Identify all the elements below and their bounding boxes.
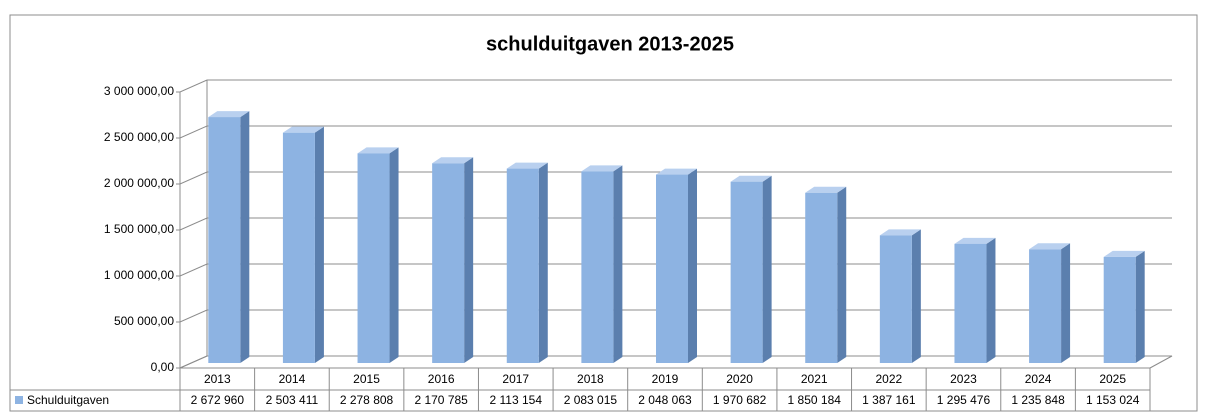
y-tick-label: 1 500 000,00 xyxy=(104,222,174,236)
x-tick-label: 2017 xyxy=(502,372,529,386)
table-value: 2 083 015 xyxy=(564,393,618,407)
x-tick-label: 2018 xyxy=(577,372,604,386)
table-value: 2 113 154 xyxy=(490,393,543,407)
bar-side xyxy=(762,175,772,363)
table-value: 1 387 161 xyxy=(862,393,916,407)
bar-top xyxy=(357,147,399,154)
bar xyxy=(506,168,539,363)
table-value: 1 970 682 xyxy=(713,393,767,407)
chart-title: schulduitgaven 2013-2025 xyxy=(486,33,734,55)
x-tick-label: 2021 xyxy=(801,372,828,386)
table-value: 2 170 785 xyxy=(414,393,468,407)
bar-side xyxy=(314,126,324,363)
legend-label: Schulduitgaven xyxy=(27,393,109,407)
bar-side xyxy=(911,229,921,363)
legend-swatch xyxy=(15,396,23,404)
y-tick-label: 2 000 000,00 xyxy=(104,176,174,190)
bar-side xyxy=(1135,250,1145,363)
x-tick-label: 2024 xyxy=(1025,372,1052,386)
bar xyxy=(282,132,315,363)
bar-top xyxy=(730,175,772,182)
bar-top xyxy=(805,186,847,193)
bar-top xyxy=(954,237,996,244)
bar-side xyxy=(837,186,847,363)
bar-top xyxy=(1103,250,1145,257)
bar-top xyxy=(581,165,623,172)
table-value: 1 850 184 xyxy=(788,393,842,407)
bar-top xyxy=(432,157,474,164)
table-value: 2 503 411 xyxy=(266,393,319,407)
grid-line xyxy=(176,79,1172,93)
bar-side xyxy=(464,157,474,363)
bar-side xyxy=(986,237,996,363)
y-tick-label: 3 000 000,00 xyxy=(104,84,174,98)
bar-top xyxy=(879,229,921,236)
x-tick-label: 2013 xyxy=(204,372,231,386)
bar-side xyxy=(240,111,250,363)
y-tick-label: 2 500 000,00 xyxy=(104,130,174,144)
bar-side xyxy=(688,168,697,363)
bar-top xyxy=(656,168,697,175)
grid-line xyxy=(176,125,1172,139)
bar-side xyxy=(613,165,623,363)
table-value: 2 278 808 xyxy=(340,393,394,407)
bar xyxy=(581,171,614,363)
bar xyxy=(208,117,241,363)
y-tick-label: 500 000,00 xyxy=(114,314,174,328)
bar xyxy=(879,235,912,363)
bar-top xyxy=(208,111,250,118)
x-tick-label: 2023 xyxy=(950,372,977,386)
y-tick-label: 1 000 000,00 xyxy=(104,268,174,282)
bar xyxy=(432,163,465,363)
y-tick-label: 0,00 xyxy=(151,360,175,374)
bar-top xyxy=(1029,243,1071,250)
bar xyxy=(1029,249,1062,363)
bar-side xyxy=(1061,243,1071,363)
x-tick-label: 2016 xyxy=(428,372,455,386)
table-value: 1 153 024 xyxy=(1086,393,1140,407)
x-tick-label: 2015 xyxy=(353,372,380,386)
bar xyxy=(954,243,987,363)
x-tick-label: 2025 xyxy=(1099,372,1126,386)
table-value: 1 235 848 xyxy=(1011,393,1065,407)
bar-top xyxy=(506,162,548,169)
table-value: 2 672 960 xyxy=(191,393,245,407)
table-value: 2 048 063 xyxy=(638,393,692,407)
bar xyxy=(730,181,763,363)
x-tick-label: 2020 xyxy=(726,372,753,386)
x-tick-label: 2019 xyxy=(652,372,679,386)
bar xyxy=(357,153,390,363)
table-value: 1 295 476 xyxy=(937,393,991,407)
bar xyxy=(1103,256,1136,363)
bar-top xyxy=(282,126,324,133)
bar-side xyxy=(389,147,399,363)
bar xyxy=(656,174,688,363)
bar-side xyxy=(538,162,548,363)
bar xyxy=(805,192,838,363)
x-tick-label: 2014 xyxy=(279,372,306,386)
x-tick-label: 2022 xyxy=(875,372,902,386)
